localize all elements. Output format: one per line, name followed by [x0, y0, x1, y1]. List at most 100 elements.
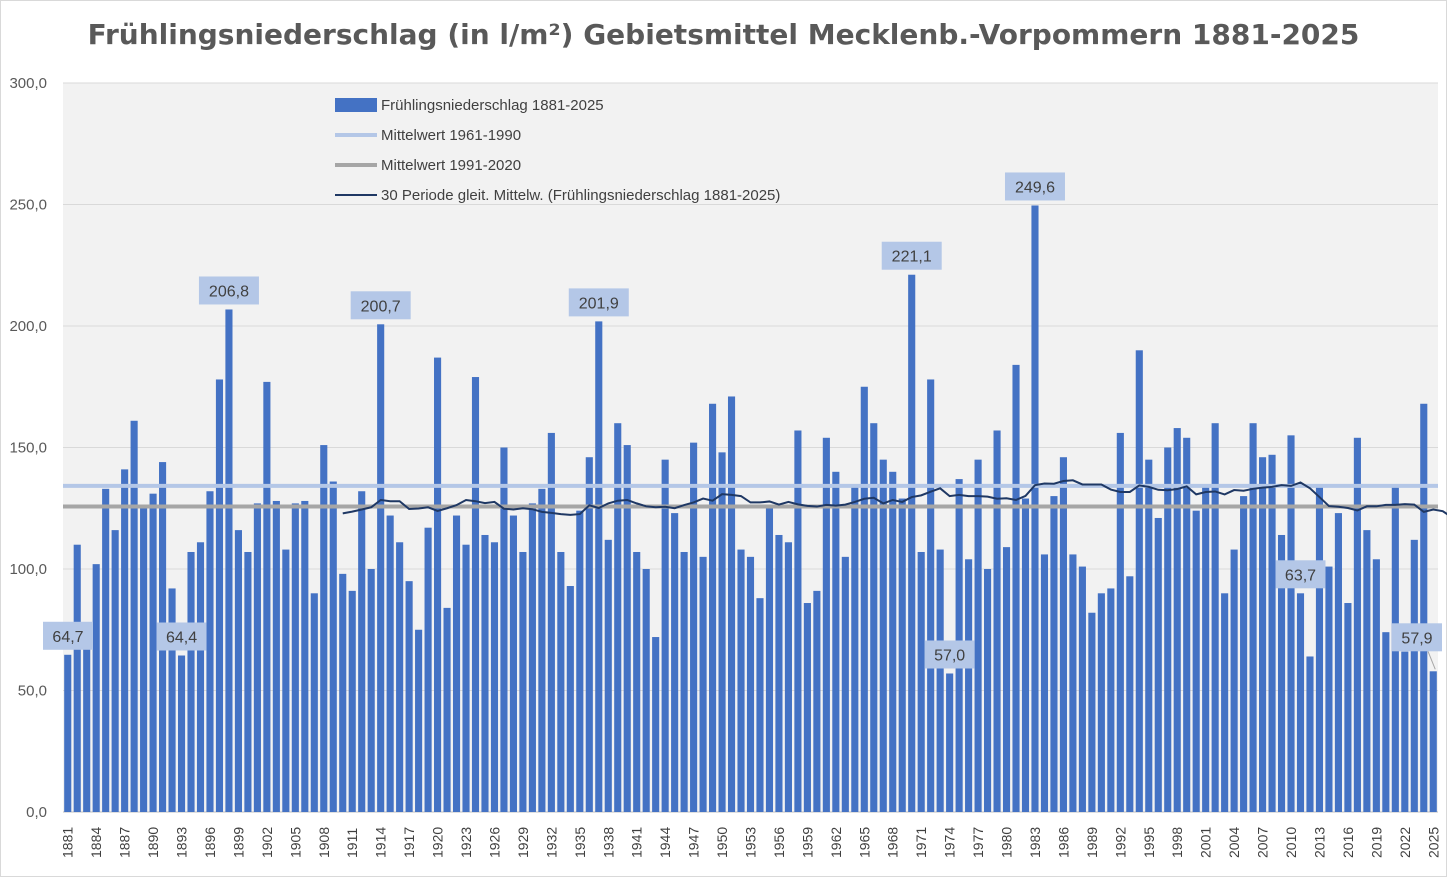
bar	[1202, 486, 1210, 812]
bar	[1126, 576, 1134, 812]
x-tick-label: 1911	[344, 828, 360, 858]
bar	[1315, 486, 1324, 812]
bar	[557, 551, 565, 812]
bar	[253, 503, 261, 812]
legend-entry: Mittelwert 1961-1990	[381, 127, 521, 144]
bar	[889, 471, 897, 812]
bar	[244, 551, 252, 812]
bar	[917, 551, 925, 812]
data-label-box	[1392, 623, 1442, 652]
data-label: 57,9	[1401, 630, 1432, 647]
bar	[737, 549, 745, 812]
data-label: 200,7	[361, 298, 401, 315]
bar	[623, 445, 631, 812]
bar	[102, 488, 110, 812]
x-tick-label: 1995	[1141, 827, 1157, 858]
bar	[234, 530, 242, 812]
bar	[642, 569, 650, 812]
x-tick-label: 2013	[1311, 827, 1327, 858]
x-tick-label: 1980	[999, 827, 1015, 858]
bar	[111, 530, 119, 812]
legend[interactable]: Frühlingsniederschlag 1881-2025 Mittelwer…	[335, 97, 780, 204]
bar	[1240, 496, 1248, 812]
x-tick-label: 1986	[1055, 827, 1071, 858]
bar	[1344, 603, 1352, 812]
x-tick-label: 1890	[145, 827, 161, 858]
bar	[1031, 205, 1039, 813]
data-label-box	[350, 291, 411, 320]
bar	[974, 459, 982, 812]
bar	[1078, 566, 1086, 812]
bar	[462, 544, 470, 812]
x-tick-label: 1941	[629, 827, 645, 858]
bar	[140, 508, 148, 812]
bar	[879, 459, 887, 812]
data-label: 221,1	[892, 249, 932, 266]
y-tick-label: 250,0	[9, 197, 47, 214]
bar	[1230, 549, 1238, 812]
data-labels: 64,7 64,4 206,8 200,7 201,9 221,1 57,0 249,6 63,…	[43, 172, 1442, 670]
bar	[1420, 403, 1428, 812]
x-tick-label: 2025	[1425, 827, 1441, 858]
x-tick-label: 1971	[913, 827, 929, 858]
bar	[225, 309, 233, 812]
bar	[168, 588, 176, 812]
x-tick-label: 1917	[401, 827, 417, 858]
x-tick-label: 1968	[885, 827, 901, 858]
bar	[709, 403, 717, 812]
bar	[727, 396, 736, 812]
bar	[936, 549, 944, 812]
bar	[652, 637, 660, 812]
x-tick-label: 2010	[1283, 827, 1299, 858]
bar	[1277, 534, 1286, 812]
x-tick-label: 1887	[117, 827, 133, 858]
bar	[1353, 437, 1361, 812]
bar	[73, 544, 81, 812]
bar	[1192, 510, 1200, 812]
bar	[377, 324, 385, 812]
y-tick-label: 300,0	[9, 75, 47, 92]
bar	[1116, 432, 1124, 812]
legend-entry: Frühlingsniederschlag 1881-2025	[381, 97, 604, 114]
bar	[718, 452, 726, 812]
bar	[1021, 498, 1030, 812]
x-tick-label: 1992	[1112, 827, 1128, 858]
bar	[746, 556, 755, 812]
bar	[784, 542, 792, 812]
bar	[870, 423, 878, 812]
bar	[595, 321, 603, 812]
bar	[585, 457, 593, 812]
bar	[434, 357, 442, 812]
bar	[396, 542, 404, 812]
bar	[775, 534, 783, 812]
bar	[519, 551, 527, 812]
bar	[671, 513, 679, 812]
bar	[538, 488, 546, 812]
bar	[206, 491, 214, 812]
x-tick-label: 1914	[373, 827, 389, 858]
bar	[329, 481, 337, 812]
bar	[1306, 656, 1314, 812]
y-tick-label: 50,0	[18, 683, 47, 700]
y-tick-label: 100,0	[9, 561, 47, 578]
bar	[443, 607, 451, 812]
bar	[490, 542, 499, 812]
bar	[339, 573, 347, 812]
bar	[908, 274, 916, 812]
bar	[481, 534, 489, 812]
bar	[64, 654, 72, 812]
bar	[263, 381, 271, 812]
bar	[310, 593, 318, 812]
bar	[690, 442, 698, 812]
x-tick-label: 1962	[828, 827, 844, 858]
bar	[452, 515, 461, 812]
data-label: 57,0	[934, 647, 965, 664]
x-tick-label: 1989	[1084, 827, 1100, 858]
x-tick-label: 1947	[686, 827, 702, 858]
bar	[822, 437, 830, 812]
bar	[291, 503, 299, 812]
x-tick-label: 1929	[515, 827, 531, 858]
bar	[282, 549, 290, 812]
rolling-mean-line	[342, 479, 1447, 516]
bar	[121, 469, 129, 812]
